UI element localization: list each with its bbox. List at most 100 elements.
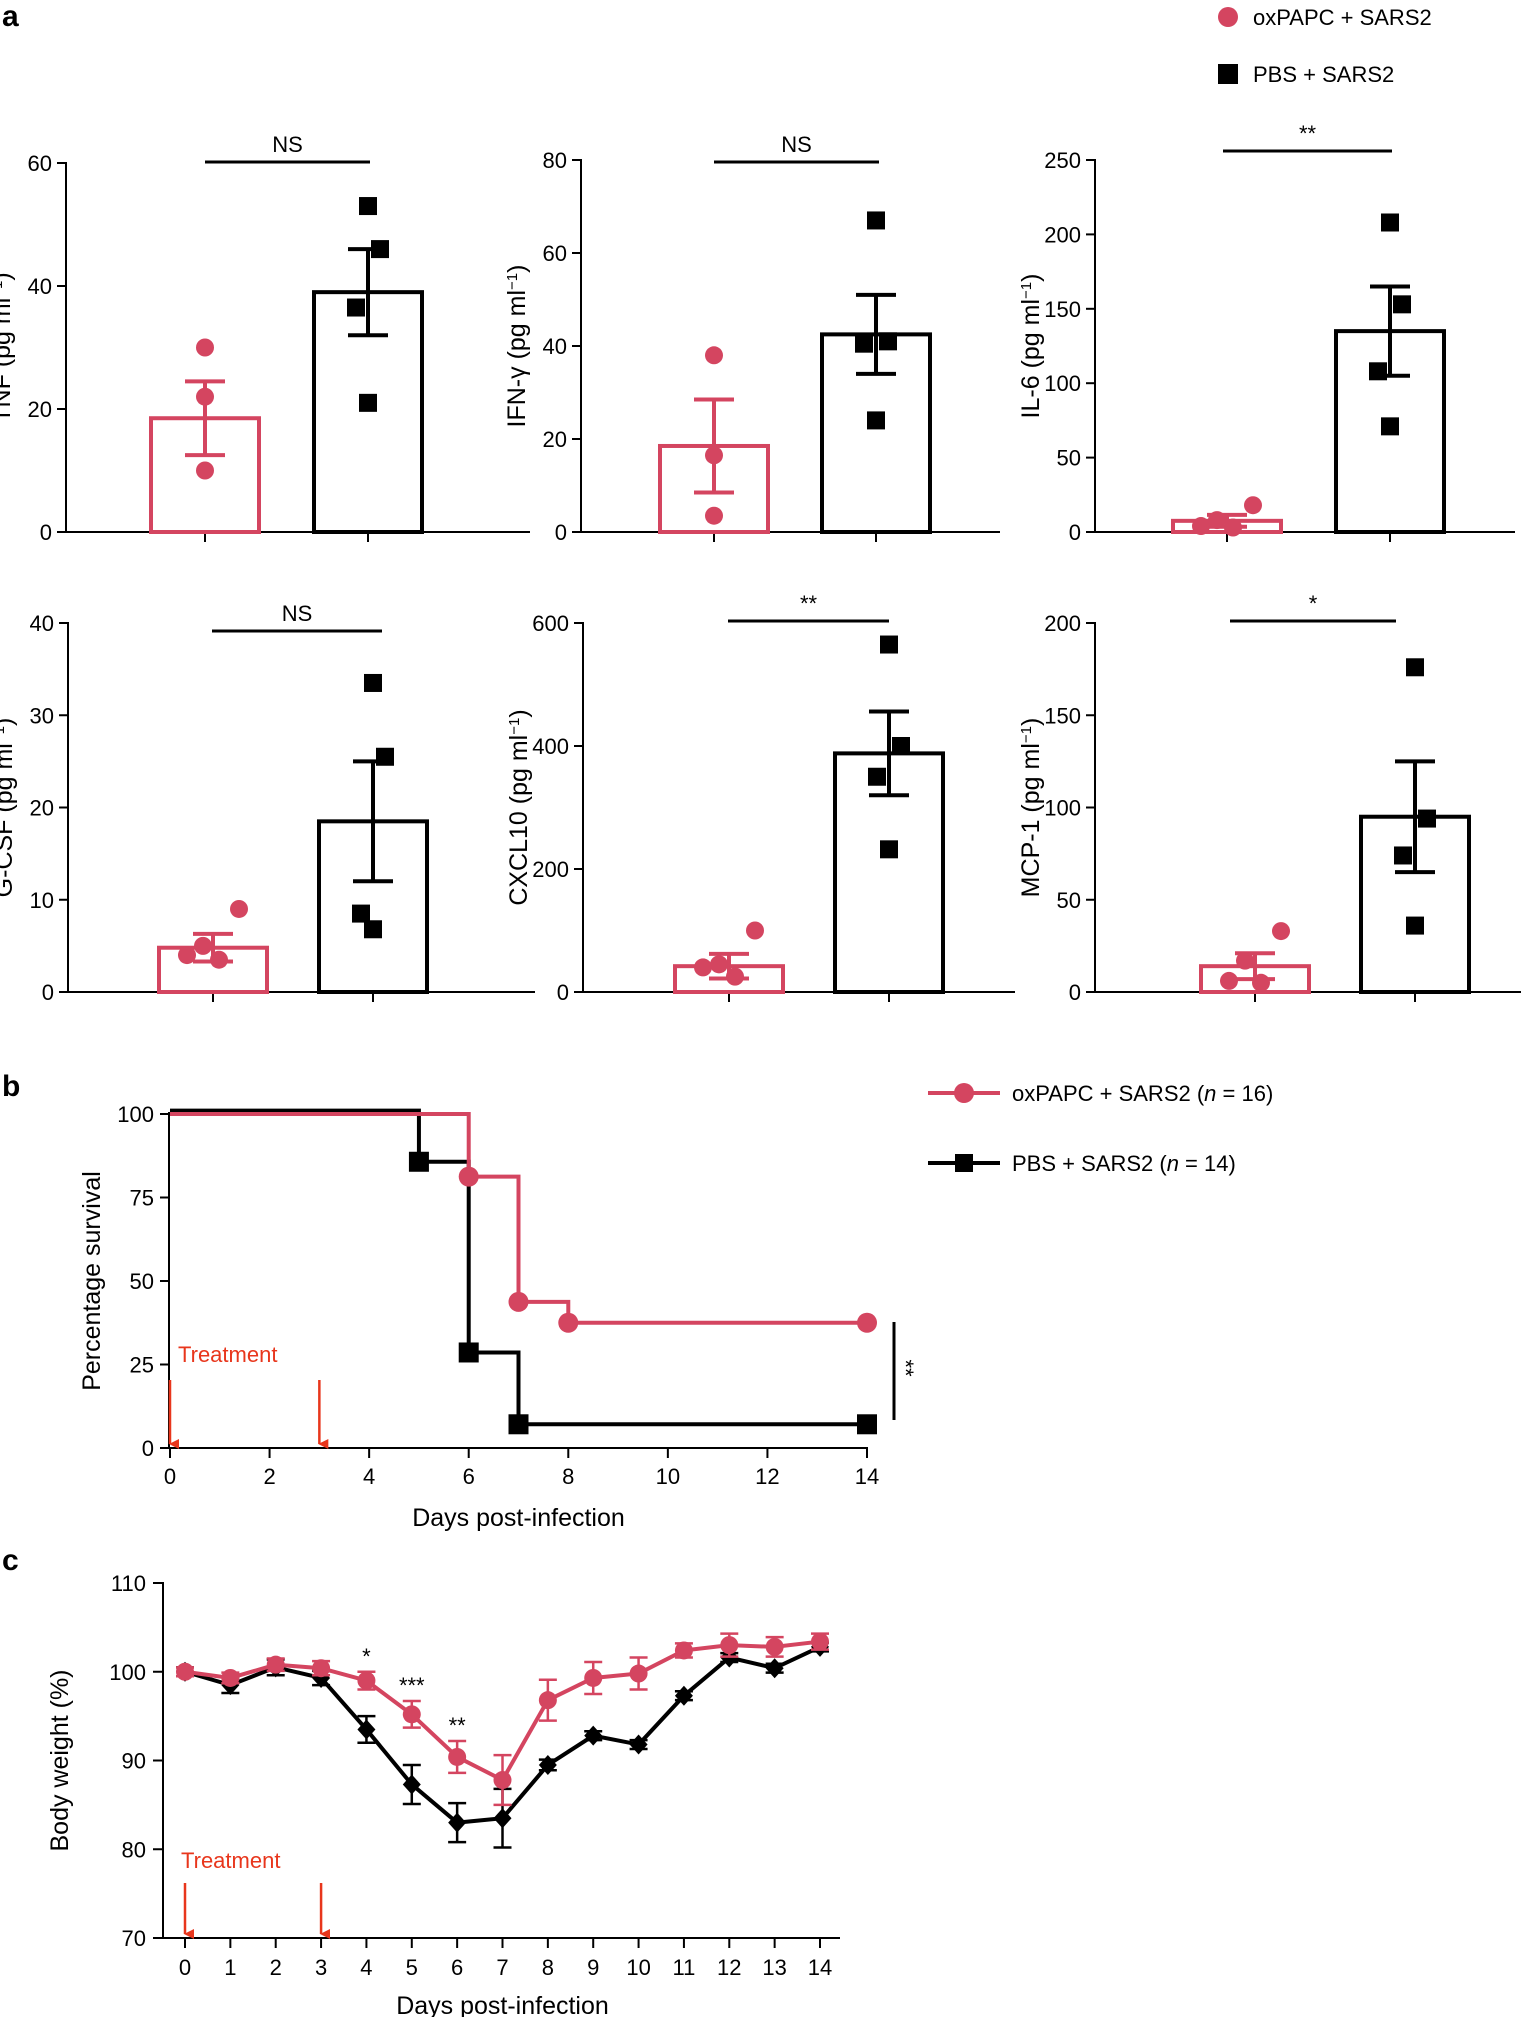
- ifng-point-oxpapc: [705, 446, 723, 465]
- bodyweight-marker-oxpapc: [765, 1637, 784, 1656]
- il6-significance-label: **: [1299, 121, 1317, 146]
- gcsf-point-oxpapc: [194, 936, 212, 955]
- legend-label-pbs: PBS + SARS2: [1253, 62, 1394, 87]
- legend-label-oxpapc-survival: oxPAPC + SARS2 (n = 16): [1012, 1081, 1273, 1106]
- bodyweight-x-tick-label: 11: [673, 1955, 696, 1980]
- bodyweight-marker-oxpapc: [538, 1691, 557, 1710]
- survival-marker-pbs: [408, 1151, 429, 1172]
- il6-point-oxpapc: [1192, 517, 1210, 536]
- bodyweight-significance-label: ***: [399, 1673, 425, 1698]
- mcp1-point-oxpapc: [1252, 973, 1270, 992]
- survival-x-tick-label: 2: [263, 1464, 275, 1489]
- bodyweight-marker-oxpapc: [312, 1659, 331, 1678]
- mcp1-point-pbs: [1418, 809, 1436, 828]
- il6-y-tick-label: 150: [1044, 297, 1081, 322]
- gcsf-point-pbs: [364, 673, 382, 692]
- tnf-point-pbs: [359, 393, 377, 412]
- bodyweight-marker-pbs: [629, 1734, 648, 1755]
- panel-a-legend: oxPAPC + SARS2 PBS + SARS2: [1218, 5, 1432, 87]
- cxcl10-point-pbs: [892, 737, 910, 755]
- bodyweight-x-tick-label: 12: [717, 1955, 741, 1980]
- mcp1-y-axis-label: MCP-1 (pg ml−1): [1017, 718, 1045, 898]
- tnf-point-pbs: [371, 240, 389, 259]
- survival-y-tick-label: 25: [130, 1353, 154, 1378]
- gcsf-y-tick-label: 20: [30, 796, 54, 821]
- il6-point-oxpapc: [1224, 518, 1242, 537]
- gcsf-point-oxpapc: [230, 899, 248, 918]
- legend-marker-oxpapc: [1218, 7, 1238, 27]
- bodyweight-x-tick-label: 5: [406, 1955, 418, 1980]
- survival-marker-oxpapc: [508, 1291, 529, 1312]
- bodyweight-x-tick-label: 0: [179, 1955, 191, 1980]
- cxcl10-point-pbs: [880, 840, 898, 859]
- bodyweight-marker-pbs: [584, 1725, 603, 1746]
- survival-x-tick-label: 12: [755, 1464, 779, 1489]
- il6-point-pbs: [1381, 417, 1399, 436]
- ifng-significance-label: NS: [781, 132, 812, 157]
- gcsf-bar-chart: 0 10 20 30 40 G-CSF (pg ml−1) NS: [0, 601, 535, 1005]
- bodyweight-marker-oxpapc: [448, 1747, 467, 1766]
- panel-b-legend: oxPAPC + SARS2 (n = 16) PBS + SARS2 (n =…: [928, 1081, 1273, 1176]
- mcp1-point-oxpapc: [1236, 951, 1254, 970]
- mcp1-point-pbs: [1394, 846, 1412, 865]
- tnf-point-pbs: [359, 197, 377, 216]
- ifng-point-pbs: [879, 332, 897, 351]
- mcp1-y-tick-label: 100: [1044, 796, 1081, 821]
- cxcl10-y-tick-label: 0: [557, 980, 569, 1005]
- bodyweight-marker-pbs: [538, 1754, 557, 1775]
- bodyweight-x-tick-label: 4: [360, 1955, 372, 1980]
- mcp1-bar-chart: 0 50 100 150 200 MCP-1 (pg ml−1) *: [1017, 591, 1521, 1005]
- tnf-point-oxpapc: [196, 461, 214, 480]
- bodyweight-x-tick-label: 10: [626, 1955, 650, 1980]
- mcp1-y-tick-label: 200: [1044, 611, 1081, 636]
- gcsf-point-oxpapc: [178, 946, 196, 965]
- survival-x-tick-label: 4: [363, 1464, 375, 1489]
- bodyweight-x-tick-label: 2: [270, 1955, 282, 1980]
- bodyweight-marker-pbs: [674, 1685, 693, 1706]
- bodyweight-marker-pbs: [448, 1812, 467, 1833]
- il6-point-pbs: [1369, 362, 1387, 381]
- bodyweight-y-tick-label: 100: [109, 1660, 146, 1685]
- il6-bar-chart: 0 50 100 150 200 250 IL-6 (pg ml−1) **: [1017, 121, 1515, 545]
- tnf-y-tick-label: 40: [28, 274, 52, 299]
- legend-marker-oxpapc-survival: [954, 1083, 974, 1103]
- bodyweight-significance-label: **: [449, 1713, 467, 1738]
- tnf-y-tick-label: 60: [28, 151, 52, 176]
- survival-x-tick-label: 8: [562, 1464, 574, 1489]
- bodyweight-x-tick-label: 6: [451, 1955, 463, 1980]
- gcsf-y-tick-label: 10: [30, 888, 54, 913]
- survival-chart: 0 25 50 75 100 0 2 4 6 8 10 12 14 Days post-infection…: [78, 1102, 896, 1532]
- survival-marker-oxpapc: [458, 1166, 479, 1187]
- survival-treatment-label: Treatment: [178, 1342, 277, 1367]
- cxcl10-point-oxpapc: [746, 921, 764, 940]
- survival-x-tick-label: 10: [656, 1464, 680, 1489]
- bodyweight-marker-oxpapc: [629, 1664, 648, 1683]
- bodyweight-treatment-label: Treatment: [181, 1848, 280, 1873]
- bodyweight-y-axis-label: Body weight (%): [46, 1669, 74, 1851]
- bodyweight-y-tick-label: 90: [122, 1749, 146, 1774]
- cxcl10-bar-chart: 0 200 400 600 CXCL10 (pg ml−1) **: [505, 591, 1015, 1005]
- survival-marker-pbs: [508, 1414, 529, 1435]
- bodyweight-x-tick-label: 9: [587, 1955, 599, 1980]
- ifng-y-axis-label: IFN-γ (pg ml−1): [503, 265, 531, 428]
- tnf-point-oxpapc: [196, 338, 214, 357]
- cxcl10-y-tick-label: 600: [532, 611, 569, 636]
- bodyweight-marker-pbs: [357, 1719, 376, 1740]
- bodyweight-marker-oxpapc: [402, 1705, 421, 1724]
- mcp1-point-oxpapc: [1272, 922, 1290, 941]
- tnf-y-tick-label: 20: [28, 397, 52, 422]
- cxcl10-point-oxpapc: [710, 955, 728, 974]
- gcsf-point-oxpapc: [210, 950, 228, 969]
- bodyweight-x-tick-label: 13: [762, 1955, 786, 1980]
- bodyweight-marker-oxpapc: [221, 1668, 240, 1687]
- mcp1-point-pbs: [1406, 916, 1424, 935]
- ifng-y-tick-label: 80: [543, 148, 567, 173]
- bodyweight-x-tick-label: 3: [315, 1955, 327, 1980]
- il6-y-tick-label: 50: [1057, 446, 1081, 471]
- il6-y-tick-label: 0: [1069, 520, 1081, 545]
- gcsf-y-tick-label: 40: [30, 611, 54, 636]
- ifng-point-pbs: [867, 211, 885, 230]
- survival-line-pbs: [170, 1108, 867, 1427]
- survival-line-oxpapc: [170, 1112, 867, 1325]
- survival-y-axis-label: Percentage survival: [78, 1171, 106, 1391]
